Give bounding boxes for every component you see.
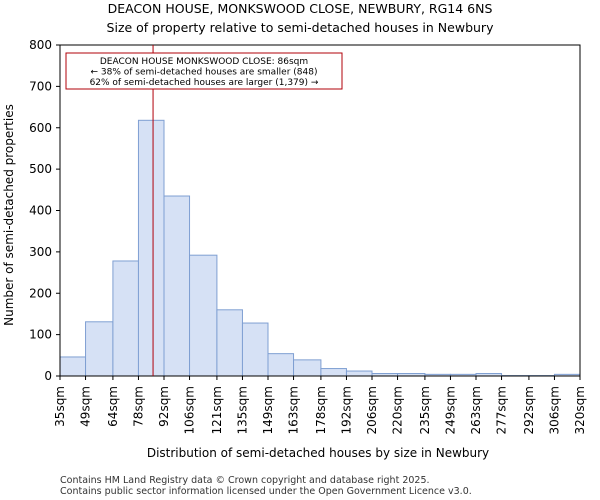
y-tick-label: 300 [29,245,52,259]
x-tick-label: 292sqm [522,386,536,434]
x-tick-label: 263sqm [469,386,483,434]
x-tick-label: 64sqm [106,386,120,427]
x-tick-label: 320sqm [573,386,587,434]
footer-line-1: Contains HM Land Registry data © Crown c… [60,475,430,486]
x-tick-label: 49sqm [79,386,93,427]
x-tick-label: 206sqm [365,386,379,434]
annotation-box [65,52,343,90]
y-tick-label: 400 [29,204,52,218]
y-tick-label: 0 [44,369,52,383]
bar [345,370,373,377]
y-tick-label: 500 [29,162,52,176]
x-tick-label: 163sqm [287,386,301,434]
bar [293,359,322,377]
plot-area: 0 100 200 300 400 500 600 700 800 35sqm 49sqm 64sqm… [29,38,587,434]
x-tick-label: 92sqm [157,386,171,427]
x-tick-label: 235sqm [418,386,432,434]
bar [320,368,347,377]
x-tick-label: 106sqm [183,386,197,434]
y-tick-label: 700 [29,79,52,93]
y-tick-label: 600 [29,121,52,135]
bar [112,260,139,377]
bar [241,322,269,377]
chart-title: DEACON HOUSE, MONKSWOOD CLOSE, NEWBURY, … [108,1,493,16]
bar [267,353,295,377]
footer-line-2: Contains public sector information licen… [60,486,472,497]
bar [189,254,218,377]
x-tick-label: 178sqm [314,386,328,434]
x-tick-label: 306sqm [547,386,561,434]
x-tick-label: 35sqm [53,386,67,427]
y-tick-label: 800 [29,38,52,52]
bar [85,321,114,377]
x-tick-label: 220sqm [391,386,405,434]
annotation-line: 62% of semi-detached houses are larger (… [90,78,319,88]
x-tick-label: 135sqm [235,386,249,434]
x-tick-label: 78sqm [131,386,145,427]
bar [216,309,243,377]
x-tick-label: 249sqm [443,386,457,434]
annotation-line: ← 38% of semi-detached houses are smalle… [91,68,318,78]
bar [59,356,87,377]
x-tick-label: 149sqm [261,386,275,434]
x-tick-label: 192sqm [339,386,353,434]
bar [163,195,191,377]
y-axis-label: Number of semi-detached properties [2,104,16,326]
x-axis-label: Distribution of semi-detached houses by … [147,446,489,460]
x-tick-label: 277sqm [495,386,509,434]
y-tick-label: 100 [29,328,52,342]
bar [137,119,165,377]
y-tick-label: 200 [29,286,52,300]
annotation-line: DEACON HOUSE MONKSWOOD CLOSE: 86sqm [100,57,308,67]
chart-subtitle: Size of property relative to semi-detach… [107,20,495,35]
x-tick-label: 121sqm [210,386,224,434]
